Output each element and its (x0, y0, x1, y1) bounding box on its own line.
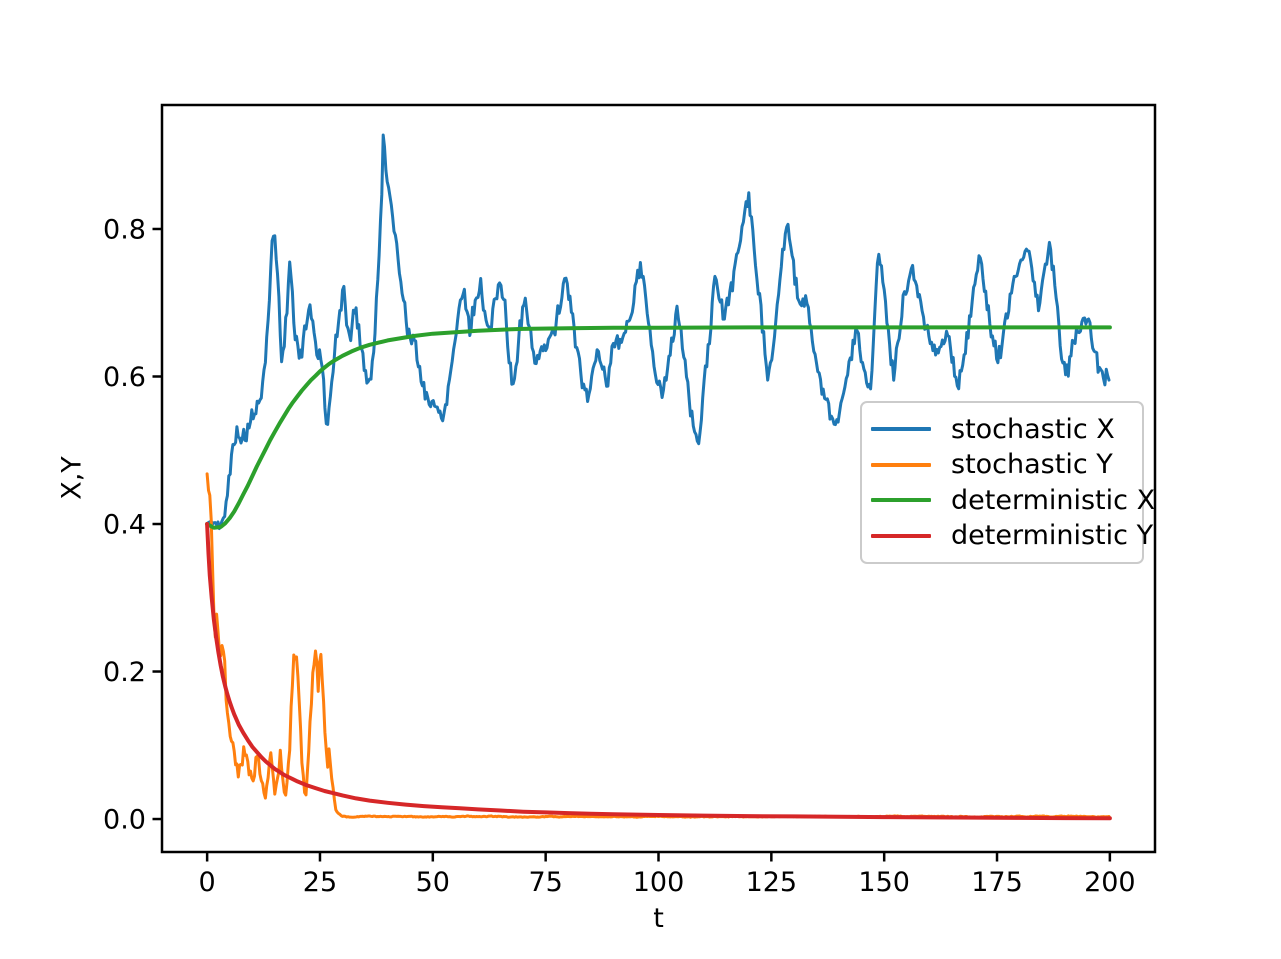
legend: stochastic X stochastic Y deterministic … (860, 401, 1155, 564)
x-tick-label: 75 (528, 867, 562, 898)
legend-label-stochastic-y: stochastic Y (951, 449, 1113, 481)
series-line-stochastic-x (205, 133, 1111, 531)
x-tick-label: 150 (858, 867, 910, 898)
x-tick-label: 100 (633, 867, 685, 898)
legend-line-stochastic-x (871, 427, 931, 432)
legend-line-deterministic-y (871, 533, 931, 538)
legend-line-stochastic-y (871, 462, 931, 467)
x-tick-label: 125 (746, 867, 798, 898)
y-tick-label: 0.0 (103, 805, 146, 836)
y-tick-label: 0.6 (103, 362, 146, 393)
legend-item-stochastic-y: stochastic Y (862, 451, 1142, 478)
legend-label-deterministic-y: deterministic Y (951, 520, 1154, 552)
series-line-deterministic-x (205, 325, 1112, 530)
y-axis-label: X,Y (56, 456, 88, 500)
x-tick-label: 25 (303, 867, 337, 898)
legend-label-stochastic-x: stochastic X (951, 413, 1115, 445)
x-tick-label: 0 (199, 867, 216, 898)
y-tick-label: 0.2 (103, 657, 146, 688)
legend-label-deterministic-x: deterministic X (951, 484, 1156, 516)
legend-line-deterministic-x (871, 498, 931, 503)
legend-item-stochastic-x: stochastic X (862, 416, 1142, 443)
x-axis-label: t (653, 903, 664, 934)
y-tick-label: 0.8 (103, 214, 146, 245)
x-tick-label: 200 (1084, 867, 1136, 898)
x-tick-label: 50 (416, 867, 450, 898)
x-tick-label: 175 (971, 867, 1023, 898)
legend-item-deterministic-y: deterministic Y (862, 522, 1153, 549)
axes-border (160, 103, 1157, 854)
y-tick-label: 0.4 (103, 510, 146, 541)
legend-item-deterministic-x: deterministic X (862, 487, 1155, 514)
series-line-deterministic-y (205, 522, 1112, 821)
